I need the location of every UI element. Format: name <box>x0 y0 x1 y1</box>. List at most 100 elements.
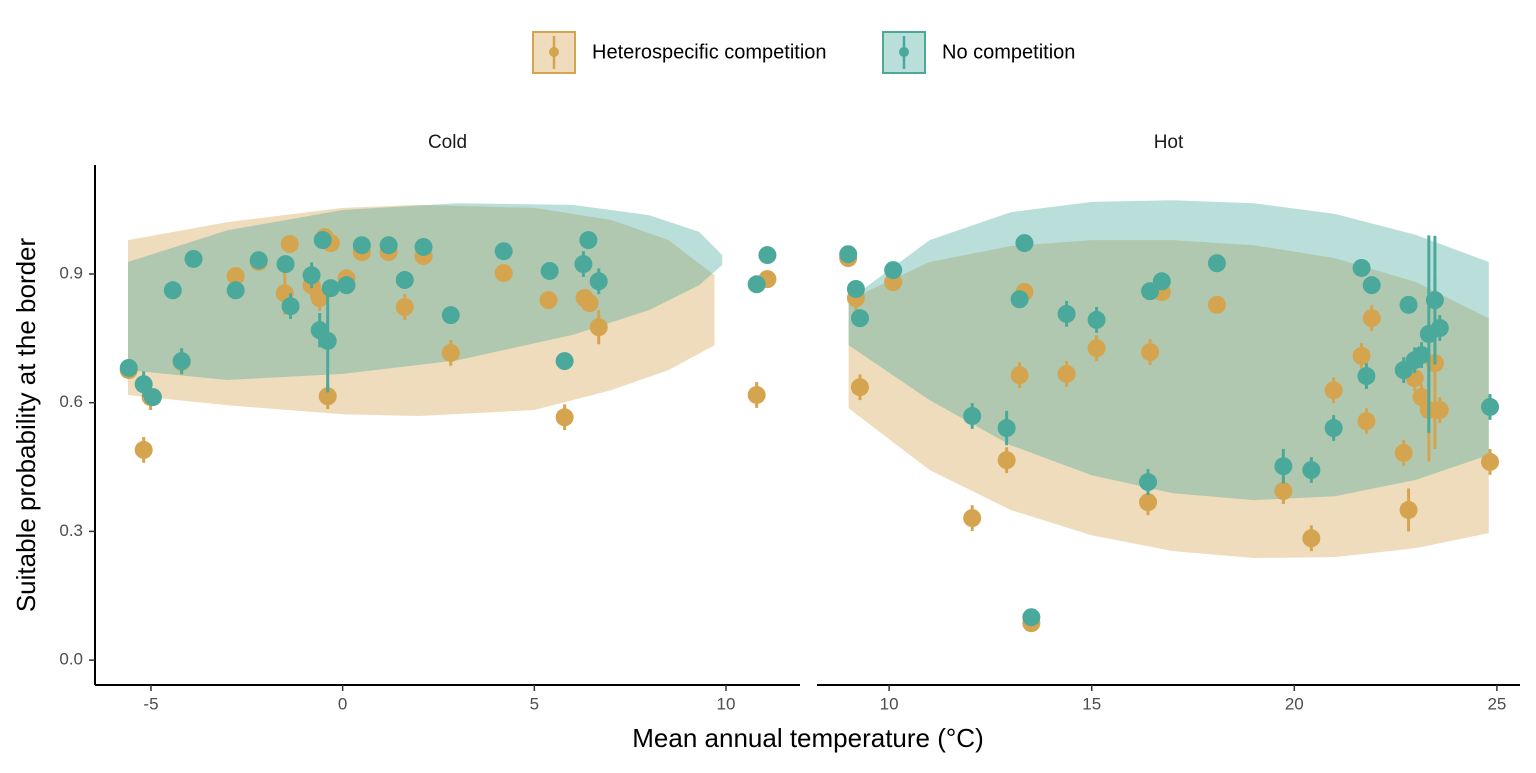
data-point <box>1399 295 1418 314</box>
data-point <box>1430 319 1449 338</box>
data-point <box>281 297 300 316</box>
data-point <box>119 358 138 377</box>
data-point <box>1324 419 1343 438</box>
data-point <box>1481 397 1500 416</box>
data-point <box>555 408 574 427</box>
data-point <box>441 343 460 362</box>
x-tick-label: 25 <box>1487 694 1506 713</box>
data-point <box>395 298 414 317</box>
panel-title: Hot <box>1154 132 1184 153</box>
data-point <box>1430 400 1449 419</box>
data-point <box>758 246 777 265</box>
data-point <box>1352 346 1371 365</box>
data-point <box>494 264 513 283</box>
data-point <box>184 249 203 268</box>
data-point <box>1010 290 1029 309</box>
data-point <box>1087 339 1106 358</box>
legend-label: Heterospecific competition <box>592 41 827 63</box>
data-point <box>1425 291 1444 310</box>
data-point <box>1141 343 1160 362</box>
data-point <box>1352 258 1371 277</box>
data-point <box>1362 276 1381 295</box>
data-point <box>580 294 599 313</box>
data-point <box>579 231 598 250</box>
legend-label: No competition <box>942 41 1075 63</box>
data-point <box>1399 500 1418 519</box>
y-tick-label: 0.9 <box>59 263 83 282</box>
data-point <box>963 509 982 528</box>
panel-title: Cold <box>428 132 467 153</box>
confidence-band <box>128 203 723 380</box>
data-point <box>414 237 433 256</box>
data-point <box>143 388 162 407</box>
x-tick-label: 0 <box>338 694 347 713</box>
x-tick-label: 20 <box>1285 694 1304 713</box>
data-point <box>1481 452 1500 471</box>
y-tick-label: 0.6 <box>59 392 83 411</box>
data-point <box>1357 367 1376 386</box>
data-point <box>318 331 337 350</box>
x-tick-label: 15 <box>1082 694 1101 713</box>
data-point <box>1362 309 1381 328</box>
data-point <box>839 245 858 264</box>
data-point <box>1207 254 1226 273</box>
data-point <box>1057 364 1076 383</box>
data-point <box>1087 310 1106 329</box>
data-point <box>1139 473 1158 492</box>
data-point <box>846 279 865 298</box>
data-point <box>321 279 340 298</box>
y-tick-label: 0.0 <box>59 650 83 669</box>
data-point <box>318 387 337 406</box>
legend-key-dot <box>899 47 909 57</box>
data-point <box>997 419 1016 438</box>
data-point <box>1302 529 1321 548</box>
legend-key-dot <box>549 47 559 57</box>
data-point <box>1141 282 1160 301</box>
data-point <box>134 440 153 459</box>
data-point <box>1152 272 1171 291</box>
data-point <box>494 242 513 261</box>
data-point <box>747 275 766 294</box>
data-point <box>1412 346 1431 365</box>
y-tick-label: 0.3 <box>59 521 83 540</box>
confidence-band <box>848 240 1489 558</box>
data-point <box>352 236 371 255</box>
data-point <box>163 281 182 300</box>
x-tick-label: -5 <box>143 694 158 713</box>
data-point <box>1274 482 1293 501</box>
data-point <box>280 234 299 253</box>
data-point <box>276 255 295 274</box>
data-point <box>1022 608 1041 627</box>
data-point <box>302 266 321 285</box>
data-point <box>249 251 268 270</box>
data-point <box>884 261 903 280</box>
data-point <box>1010 366 1029 385</box>
data-point <box>1207 295 1226 314</box>
y-axis-label: Suitable probability at the border <box>11 237 41 612</box>
data-point <box>574 255 593 274</box>
data-point <box>1139 493 1158 512</box>
data-point <box>997 451 1016 470</box>
data-point <box>963 406 982 425</box>
x-axis-label: Mean annual temperature (°C) <box>632 723 983 753</box>
data-point <box>379 236 398 255</box>
data-point <box>441 306 460 325</box>
data-point <box>226 267 245 286</box>
x-tick-label: 10 <box>717 694 736 713</box>
data-point <box>172 352 191 371</box>
data-point <box>747 385 766 404</box>
data-point <box>1394 443 1413 462</box>
data-point <box>1057 304 1076 323</box>
data-point <box>850 378 869 397</box>
data-point <box>589 318 608 337</box>
data-point <box>1357 412 1376 431</box>
data-point <box>850 309 869 328</box>
x-tick-label: 10 <box>880 694 899 713</box>
data-point <box>1302 461 1321 480</box>
data-point <box>555 352 574 371</box>
data-point <box>226 281 245 300</box>
data-point <box>1274 457 1293 476</box>
data-point <box>1324 381 1343 400</box>
data-point <box>1015 234 1034 253</box>
